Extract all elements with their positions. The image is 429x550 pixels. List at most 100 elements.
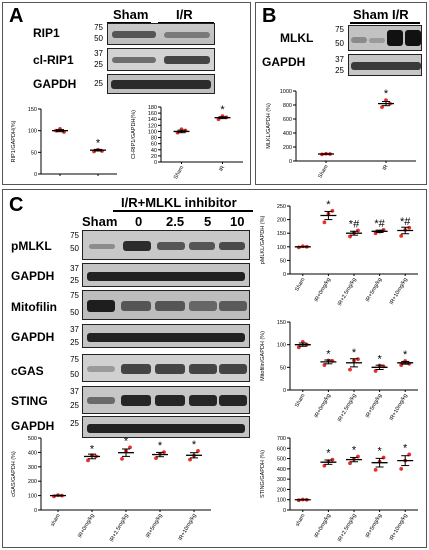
significance-marker: *# <box>374 218 385 230</box>
y-axis-label: Mitofilin/GAPDH (%) <box>260 331 266 381</box>
mw-marker: 25 <box>335 66 344 75</box>
y-tick-label: 0 <box>289 159 292 165</box>
treatment-header: I/R+MLKL inhibitor <box>121 195 237 210</box>
x-tick-label: sham <box>50 513 62 528</box>
y-tick-label: 200 <box>28 479 37 485</box>
y-tick-label: 80 <box>151 136 157 142</box>
data-point <box>188 457 192 462</box>
significance-marker: * <box>220 104 225 116</box>
blot-label-mitofilin: Mitofilin <box>11 300 57 314</box>
mw-marker: 37 <box>70 325 79 334</box>
data-point <box>120 456 124 461</box>
y-axis-label: RIP1/GAPDH(%) <box>11 120 17 162</box>
y-tick-label: 500 <box>28 436 37 442</box>
lane-label-5: 5 <box>204 214 212 229</box>
x-tick-label: IR+10mg/kg <box>389 277 409 306</box>
panel-b-label: B <box>262 5 277 27</box>
significance-marker: * <box>192 439 197 451</box>
significance-marker: * <box>384 88 389 100</box>
mw-marker: 25 <box>70 276 79 285</box>
blot-label-sting: STING <box>11 394 48 408</box>
significance-marker: * <box>326 349 331 361</box>
panel-b: B Sham I/R MLKL 75 50 GAPDH 37 25 0 200 40… <box>255 2 427 185</box>
blot-label-pmlkl: pMLKL <box>11 239 52 253</box>
y-axis-label: cGAS/GAPDH (%) <box>11 451 17 497</box>
mw-marker: 75 <box>70 291 79 300</box>
y-tick-label: 1000 <box>280 89 292 95</box>
y-axis-label: Cl-RIP1/GAPDH(%) <box>131 110 137 159</box>
western-blot-mitofilin <box>82 290 250 320</box>
y-tick-label: 0 <box>283 388 286 394</box>
y-tick-label: 0 <box>154 160 157 166</box>
significance-marker: * <box>158 440 163 452</box>
y-tick-label: 400 <box>277 467 286 473</box>
y-tick-label: 0 <box>34 172 37 178</box>
data-point <box>399 466 404 471</box>
data-point <box>330 208 335 213</box>
mw-marker: 50 <box>335 39 344 48</box>
chart-sting: 0 100 200 300 400 500 600 700 STING/GAPDH (%) sha… <box>260 436 418 543</box>
data-point <box>86 458 90 463</box>
lane-label-2-5: 2.5 <box>166 214 185 229</box>
significance-marker: * <box>326 448 331 460</box>
western-blot-pmlkl <box>82 230 250 260</box>
x-tick-label: sham <box>295 513 307 528</box>
x-tick-label: IR+5mg/kg <box>145 513 164 539</box>
significance-marker: * <box>352 347 357 359</box>
x-tick-label: IR+0mg/kg <box>314 513 333 539</box>
x-tick-label: Sham <box>173 165 186 181</box>
y-tick-label: 700 <box>277 436 286 442</box>
group-underline-ir <box>158 22 214 24</box>
mw-marker: 37 <box>70 387 79 396</box>
x-tick-label: Sham <box>294 277 307 293</box>
significance-marker: * <box>96 138 101 150</box>
lane-label-10: 10 <box>230 214 245 229</box>
blot-label-rip1: RIP1 <box>33 26 60 40</box>
x-tick-label: IR+10mg/kg <box>178 513 198 542</box>
western-blot-gapdh <box>107 74 215 94</box>
blot-label-mlkl: MLKL <box>280 31 314 45</box>
panel-c: C I/R+MLKL inhibitor Sham 0 2.5 5 10 pML… <box>2 189 427 548</box>
x-tick-label: IR+10mg/kg <box>389 513 409 542</box>
group-label-ir: I/R <box>176 7 193 22</box>
data-point <box>399 234 404 238</box>
y-tick-label: 200 <box>277 218 286 224</box>
y-tick-label: 100 <box>277 245 286 251</box>
data-point <box>381 455 386 460</box>
y-axis-label: STING/GAPDH (%) <box>260 450 266 498</box>
y-tick-label: 100 <box>148 129 157 135</box>
y-tick-label: 180 <box>148 105 157 111</box>
significance-marker: * <box>403 442 408 454</box>
group-underline-ir <box>388 22 420 24</box>
mw-marker: 25 <box>70 338 79 347</box>
x-tick-label: Sham <box>294 393 307 409</box>
x-tick-label: IR+5mg/kg <box>365 513 384 539</box>
mw-marker: 75 <box>94 23 103 32</box>
group-label-sham: Sham <box>353 7 389 22</box>
x-tick-label: IR+2.5mg/kg <box>109 513 130 543</box>
group-underline-sham <box>107 22 151 24</box>
y-axis-label: MLKL/GAPDH (%) <box>266 103 272 149</box>
mw-marker: 75 <box>335 25 344 34</box>
y-tick-label: 20 <box>151 154 157 160</box>
significance-marker: * <box>377 354 382 366</box>
y-tick-label: 400 <box>28 450 37 456</box>
mw-marker: 25 <box>94 60 103 69</box>
western-blot-cgas <box>82 354 250 382</box>
y-tick-label: 140 <box>148 117 157 123</box>
x-tick-label: IR+0mg/kg <box>314 393 333 419</box>
y-tick-label: 600 <box>283 117 292 123</box>
blot-label-cl-rip1: cl-RIP1 <box>33 53 74 67</box>
y-tick-label: 500 <box>277 457 286 463</box>
western-blot-mlkl <box>348 25 422 51</box>
significance-marker: * <box>326 199 331 211</box>
western-blot-cl-rip1 <box>107 48 215 71</box>
data-point <box>128 445 132 450</box>
mw-marker: 25 <box>70 419 79 428</box>
treatment-underline <box>113 210 253 212</box>
chart-pmlkl: 0 50 100 150 200 250 pMLKL/GAPDH (%) Sham IR+0mg… <box>260 199 418 307</box>
mw-marker: 50 <box>70 370 79 379</box>
chart-cgas: 0 100 200 300 400 500 cGAS/GAPDH (%) sham IR+0mg… <box>11 435 211 543</box>
western-blot-gapdh <box>82 324 250 348</box>
